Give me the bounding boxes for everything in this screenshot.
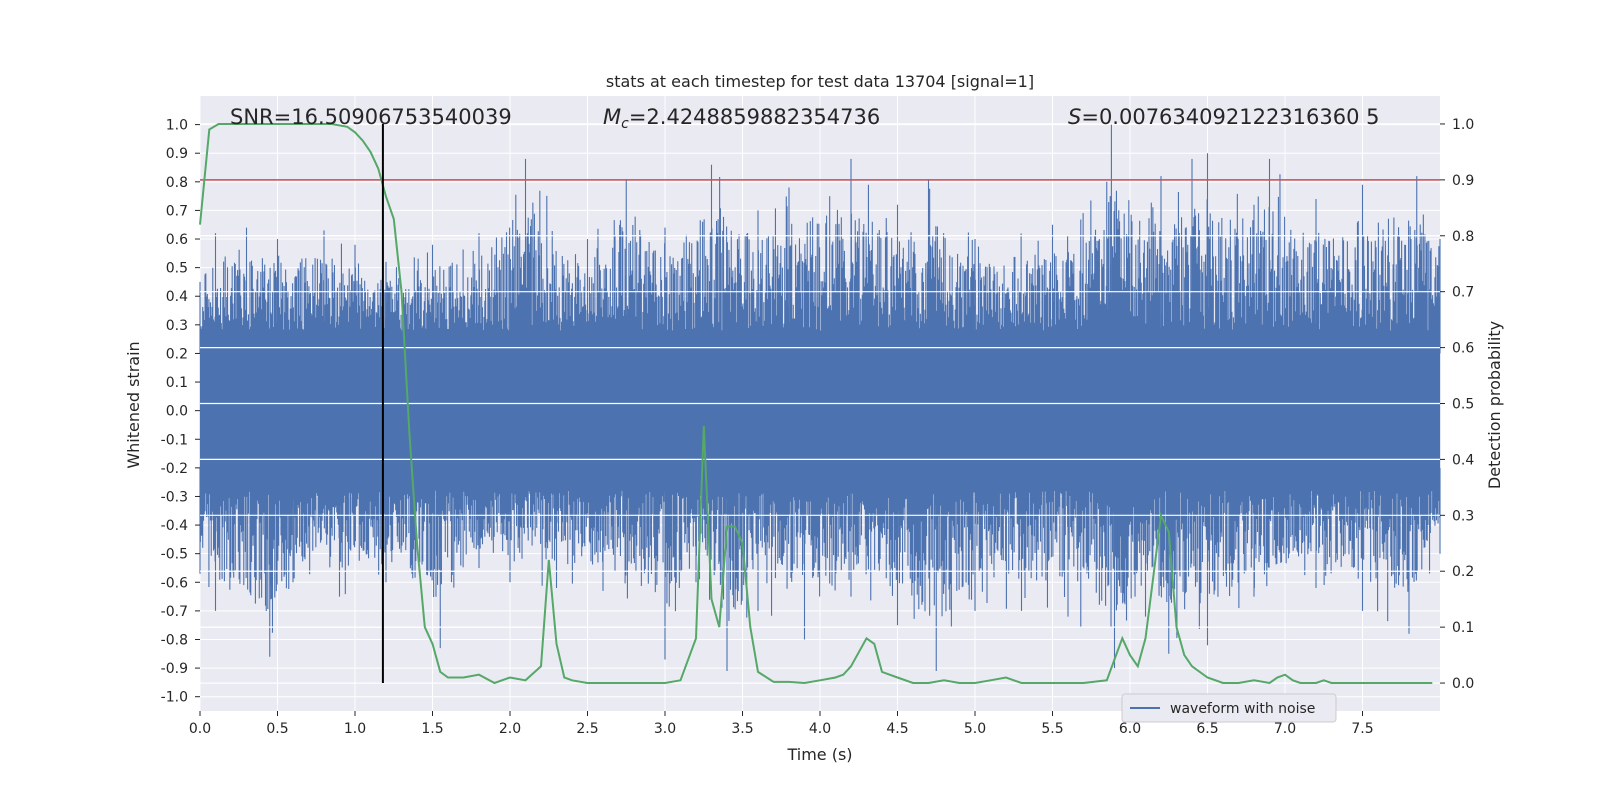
x-tick-label: 1.5 xyxy=(421,721,443,737)
y-tick-label: 0.2 xyxy=(166,346,188,362)
x-axis-label: Time (s) xyxy=(786,745,852,764)
y-tick-label: -0.9 xyxy=(161,661,188,677)
mc-value: =2.4248859882354736 xyxy=(629,105,880,129)
probability-series xyxy=(199,123,1433,685)
y-tick-label: 0.9 xyxy=(166,146,188,162)
ticks: 0.0 0.5 1.0 1.5 2.0 2.5 3.0 3.5 4.0 4.5 5.0 5.5 6.0 6… xyxy=(161,117,1475,737)
x-tick-label: 0.5 xyxy=(266,721,288,737)
x-tick-label: 2.0 xyxy=(499,721,521,737)
chart-title: stats at each timestep for test data 137… xyxy=(606,72,1034,91)
mc-annotation: Mc=2.4248859882354736 xyxy=(603,105,880,132)
x-tick-label: 5.0 xyxy=(964,721,986,737)
x-tick-label: 7.0 xyxy=(1274,721,1296,737)
y-tick-label: 0.6 xyxy=(166,232,188,248)
y2-tick-label: 1.0 xyxy=(1452,117,1474,133)
x-tick-label: 3.0 xyxy=(654,721,676,737)
s-annotation: S=0.007634092122316360 5 xyxy=(1068,105,1380,129)
y-tick-label: 0.3 xyxy=(166,318,188,334)
y2-tick-label: 0.9 xyxy=(1452,173,1474,189)
x-tick-label: 1.0 xyxy=(344,721,366,737)
y-tick-label: -0.6 xyxy=(161,575,188,591)
y-tick-label: -0.7 xyxy=(161,604,188,620)
x-tick-label: 3.5 xyxy=(731,721,753,737)
x-tick-label: 6.0 xyxy=(1119,721,1141,737)
x-tick-label: 4.0 xyxy=(809,721,831,737)
y2-tick-label: 0.4 xyxy=(1452,452,1474,468)
y-tick-label: 0.4 xyxy=(166,289,188,305)
x-tick-label: 2.5 xyxy=(576,721,598,737)
x-tick-label: 0.0 xyxy=(189,721,211,737)
waveform-series xyxy=(199,123,1441,684)
y-tick-label: -0.5 xyxy=(161,547,188,563)
y-tick-label: -0.4 xyxy=(161,518,188,534)
y-tick-label: -0.2 xyxy=(161,461,188,477)
legend: waveform with noise xyxy=(1121,693,1337,723)
y-tick-label: 1.0 xyxy=(166,118,188,134)
mc-symbol: M xyxy=(603,105,621,129)
waveform-core-band xyxy=(200,333,1440,488)
s-symbol: S xyxy=(1068,105,1081,129)
y2-tick-label: 0.5 xyxy=(1452,397,1474,413)
y2-tick-label: 0.0 xyxy=(1452,676,1474,692)
probability-line xyxy=(199,123,1433,685)
y2-tick-label: 0.2 xyxy=(1452,564,1474,580)
y-tick-label: 0.0 xyxy=(166,404,188,420)
y2-tick-label: 0.6 xyxy=(1452,341,1474,357)
snr-annotation: SNR=16.50906753540039 xyxy=(230,105,512,129)
y-tick-label: -0.8 xyxy=(161,632,188,648)
y2-tick-label: 0.1 xyxy=(1452,620,1474,636)
y-axis-label: Whitened strain xyxy=(124,341,143,468)
x-tick-label: 4.5 xyxy=(886,721,908,737)
mc-subscript: c xyxy=(621,116,629,132)
y-tick-label: -0.1 xyxy=(161,432,188,448)
y-tick-label: 0.7 xyxy=(166,203,188,219)
y-tick-label: -1.0 xyxy=(161,690,188,706)
y-tick-label: 0.1 xyxy=(166,375,188,391)
y2-tick-label: 0.3 xyxy=(1452,508,1474,524)
s-value: =0.007634092122316360 5 xyxy=(1081,105,1379,129)
x-tick-label: 5.5 xyxy=(1041,721,1063,737)
x-tick-label: 7.5 xyxy=(1351,721,1373,737)
y2-tick-label: 0.8 xyxy=(1452,229,1474,245)
legend-box xyxy=(1121,693,1337,723)
y2-tick-label: 0.7 xyxy=(1452,285,1474,301)
y-tick-label: 0.5 xyxy=(166,261,188,277)
y-tick-label: -0.3 xyxy=(161,489,188,505)
y-tick-label: 0.8 xyxy=(166,175,188,191)
y2-axis-label: Detection probability xyxy=(1485,321,1504,489)
x-tick-label: 6.5 xyxy=(1196,721,1218,737)
legend-waveform-label: waveform with noise xyxy=(1170,701,1315,717)
